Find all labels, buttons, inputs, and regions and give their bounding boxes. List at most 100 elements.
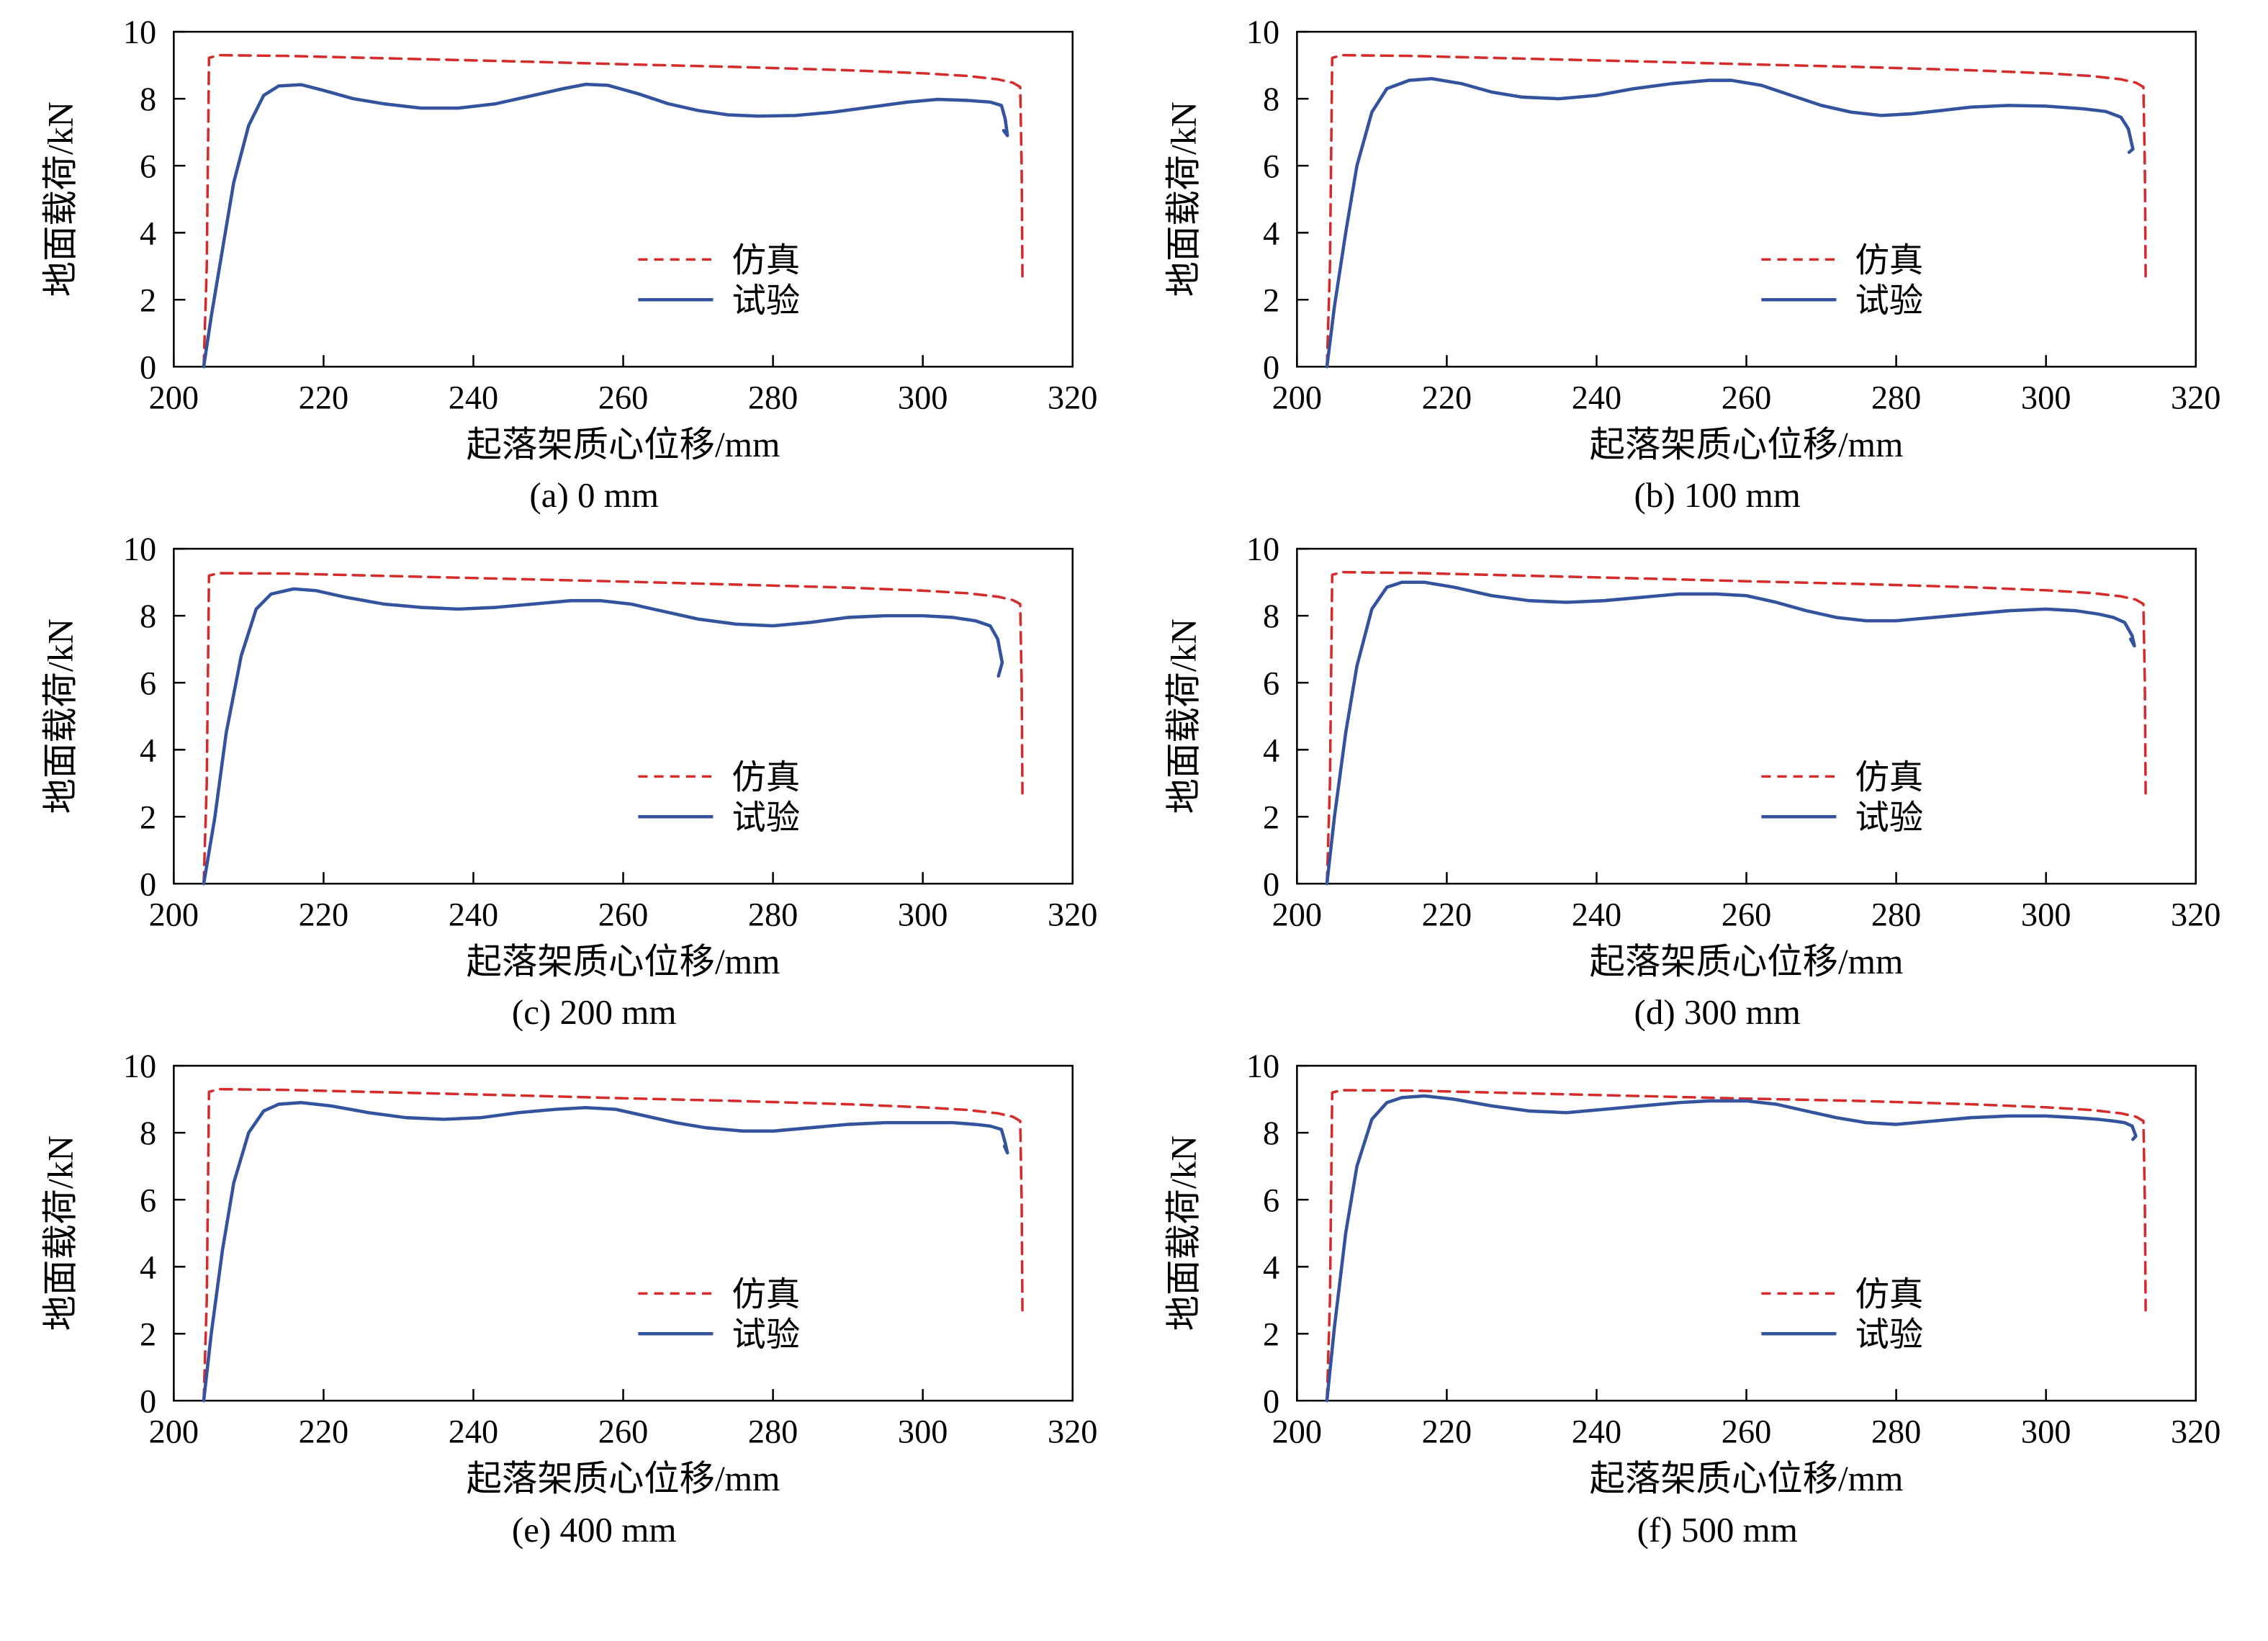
svg-text:300: 300	[898, 897, 948, 934]
figure-grid: 200 220 240 260 280 300 320 0 2 4 6 8 10 起落架质心位移/mm 地面…	[29, 20, 2225, 1561]
svg-text:280: 280	[748, 897, 798, 934]
svg-text:起落架质心位移/mm: 起落架质心位移/mm	[1590, 425, 1904, 464]
chart-c: 200 220 240 260 280 300 320 0 2 4 6 8 10 起落架质心位移/mm 地面…	[29, 537, 1102, 990]
svg-text:4: 4	[140, 733, 156, 770]
svg-text:4: 4	[1263, 733, 1279, 770]
svg-text:8: 8	[1263, 598, 1279, 635]
svg-text:起落架质心位移/mm: 起落架质心位移/mm	[467, 942, 780, 981]
svg-text:200: 200	[149, 380, 199, 417]
chart-a: 200 220 240 260 280 300 320 0 2 4 6 8 10 起落架质心位移/mm 地面…	[29, 20, 1102, 473]
svg-text:2: 2	[140, 800, 156, 837]
subplot-e: 200 220 240 260 280 300 320 0 2 4 6 8 10 起落架质心位移/mm 地面…	[29, 1054, 1102, 1561]
svg-text:8: 8	[1263, 81, 1279, 118]
svg-text:260: 260	[1722, 897, 1771, 934]
svg-text:300: 300	[898, 1414, 948, 1451]
svg-text:起落架质心位移/mm: 起落架质心位移/mm	[1590, 1460, 1904, 1499]
svg-text:地面载荷/kN: 地面载荷/kN	[1164, 619, 1203, 814]
subplot-b-caption: (b) 100 mm	[1634, 475, 1801, 516]
svg-text:260: 260	[598, 380, 648, 417]
svg-text:地面载荷/kN: 地面载荷/kN	[1164, 1136, 1203, 1331]
chart-svg: 200 220 240 260 280 300 320 0 2 4 6 8 10 起落架质心位移/mm 地面…	[1164, 1054, 2220, 1499]
svg-text:仿真: 仿真	[732, 1277, 801, 1314]
svg-text:0: 0	[140, 867, 156, 904]
svg-text:240: 240	[1572, 897, 1621, 934]
svg-text:280: 280	[748, 380, 798, 417]
chart-e: 200 220 240 260 280 300 320 0 2 4 6 8 10 起落架质心位移/mm 地面…	[29, 1054, 1102, 1507]
subplot-d: 200 220 240 260 280 300 320 0 2 4 6 8 10 起落架质心位移/mm 地面…	[1152, 537, 2225, 1044]
svg-text:仿真: 仿真	[1855, 243, 1924, 280]
svg-text:280: 280	[748, 1414, 798, 1451]
svg-text:220: 220	[299, 380, 348, 417]
svg-text:6: 6	[1263, 1183, 1279, 1220]
subplot-f: 200 220 240 260 280 300 320 0 2 4 6 8 10 起落架质心位移/mm 地面…	[1152, 1054, 2225, 1561]
svg-text:试验: 试验	[732, 800, 801, 837]
svg-text:地面载荷/kN: 地面载荷/kN	[40, 619, 80, 814]
svg-text:240: 240	[449, 1414, 498, 1451]
svg-text:220: 220	[1422, 380, 1472, 417]
svg-text:0: 0	[140, 349, 156, 386]
svg-text:320: 320	[2171, 380, 2220, 417]
subplot-b: 200 220 240 260 280 300 320 0 2 4 6 8 10 起落架质心位移/mm 地面…	[1152, 20, 2225, 527]
svg-text:220: 220	[1422, 897, 1472, 934]
svg-text:试验: 试验	[1855, 1317, 1924, 1354]
svg-text:240: 240	[449, 897, 498, 934]
svg-text:地面载荷/kN: 地面载荷/kN	[1164, 102, 1203, 297]
subplot-c: 200 220 240 260 280 300 320 0 2 4 6 8 10 起落架质心位移/mm 地面…	[29, 537, 1102, 1044]
svg-text:地面载荷/kN: 地面载荷/kN	[40, 102, 80, 297]
chart-svg: 200 220 240 260 280 300 320 0 2 4 6 8 10 起落架质心位移/mm 地面…	[40, 1054, 1097, 1498]
svg-text:4: 4	[140, 1250, 156, 1287]
svg-text:10: 10	[1246, 1054, 1279, 1085]
subplot-a-caption: (a) 0 mm	[529, 475, 660, 516]
svg-text:300: 300	[898, 380, 948, 417]
svg-text:6: 6	[140, 148, 156, 185]
svg-text:300: 300	[2021, 897, 2071, 934]
svg-text:320: 320	[1048, 1414, 1097, 1451]
svg-text:10: 10	[123, 20, 156, 51]
chart-d: 200 220 240 260 280 300 320 0 2 4 6 8 10 起落架质心位移/mm 地面…	[1152, 537, 2225, 990]
svg-text:仿真: 仿真	[732, 243, 801, 280]
svg-text:4: 4	[1263, 1250, 1279, 1287]
svg-text:320: 320	[2171, 897, 2220, 934]
svg-text:仿真: 仿真	[1855, 760, 1924, 797]
svg-text:280: 280	[1871, 1414, 1921, 1451]
svg-text:240: 240	[1572, 380, 1621, 417]
svg-text:8: 8	[140, 81, 156, 118]
svg-text:280: 280	[1871, 380, 1921, 417]
svg-text:200: 200	[1272, 1414, 1322, 1451]
svg-text:320: 320	[1048, 897, 1097, 934]
svg-text:320: 320	[1048, 380, 1097, 417]
svg-text:2: 2	[1263, 800, 1279, 837]
svg-text:试验: 试验	[732, 282, 801, 320]
svg-text:260: 260	[598, 897, 648, 934]
svg-text:2: 2	[1263, 1317, 1279, 1354]
svg-text:地面载荷/kN: 地面载荷/kN	[40, 1136, 80, 1331]
svg-text:2: 2	[140, 1317, 156, 1354]
svg-text:10: 10	[123, 537, 156, 568]
svg-text:6: 6	[1263, 665, 1279, 702]
chart-b: 200 220 240 260 280 300 320 0 2 4 6 8 10 起落架质心位移/mm 地面…	[1152, 20, 2225, 473]
svg-text:220: 220	[299, 1414, 348, 1451]
svg-text:试验: 试验	[1855, 800, 1924, 837]
svg-text:220: 220	[1422, 1414, 1472, 1451]
svg-text:0: 0	[1263, 1384, 1279, 1421]
svg-text:200: 200	[1272, 897, 1322, 934]
svg-text:0: 0	[1263, 867, 1279, 904]
svg-text:200: 200	[149, 1414, 199, 1451]
svg-text:起落架质心位移/mm: 起落架质心位移/mm	[1590, 942, 1904, 981]
svg-text:4: 4	[1263, 215, 1279, 252]
svg-text:8: 8	[1263, 1116, 1279, 1153]
svg-text:200: 200	[1272, 380, 1322, 417]
svg-text:240: 240	[449, 380, 498, 417]
svg-text:6: 6	[1263, 148, 1279, 185]
svg-text:260: 260	[1722, 380, 1771, 417]
svg-text:300: 300	[2021, 380, 2071, 417]
subplot-a: 200 220 240 260 280 300 320 0 2 4 6 8 10 起落架质心位移/mm 地面…	[29, 20, 1102, 527]
svg-text:200: 200	[149, 897, 199, 934]
subplot-e-caption: (e) 400 mm	[511, 1509, 677, 1550]
svg-text:仿真: 仿真	[1855, 1277, 1924, 1314]
svg-text:6: 6	[140, 665, 156, 702]
chart-svg: 200 220 240 260 280 300 320 0 2 4 6 8 10 起落架质心位移/mm 地面…	[1164, 537, 2220, 981]
svg-text:10: 10	[123, 1054, 156, 1085]
svg-text:起落架质心位移/mm: 起落架质心位移/mm	[467, 425, 780, 464]
svg-text:320: 320	[2171, 1414, 2220, 1451]
